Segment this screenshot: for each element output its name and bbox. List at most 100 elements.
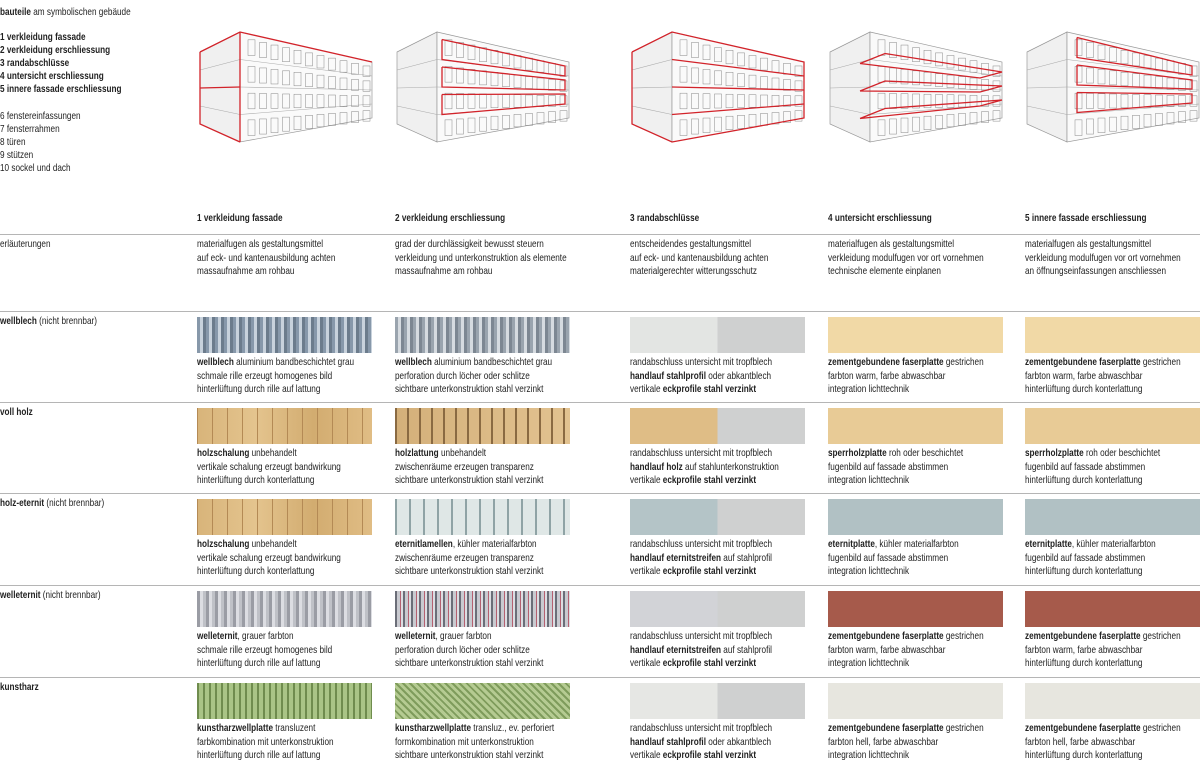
floor-line [1026,59,1068,71]
window [1166,112,1175,125]
material-swatch [1025,591,1200,627]
window [351,95,359,107]
window [247,39,256,56]
material-swatch [630,499,805,535]
cell-line: handlauf holz auf stahlunterkonstruktion [630,461,779,473]
cell-line: vertikale schalung erzeugt bandwirkung [197,552,341,564]
text: sichtbare unterkonstruktion stahl verzin… [395,474,544,486]
text: farbton warm, farbe abwaschbar [828,369,946,382]
text: verkleidung modulfugen vor ort vornehmen [1025,251,1181,264]
window [912,93,920,109]
text: vertikale schalung erzeugt bandwirkung [197,460,341,473]
bold-text: wellblech [0,315,37,327]
cell-line: randabschluss untersicht mit tropfblech [630,538,772,550]
bold-text: kunstharzwellplatte [395,722,472,734]
text: vertikale [630,749,663,761]
text: hinterlüftung durch rille auf lattung [197,749,321,761]
window [456,93,464,109]
text: massaufnahme am rohbau [197,265,295,277]
window [958,57,966,71]
window [714,116,722,132]
window [714,47,722,62]
bold-text: welleternit [395,630,436,642]
cell-line: integration lichttechnik [828,657,909,669]
text: fugenbild auf fassade abstimmen [1025,460,1146,473]
cell-line: farbton hell, farbe abwaschbar [828,736,938,748]
highlight [199,86,241,89]
window [935,52,943,67]
cell-line: holzschalung unbehandelt [197,447,297,459]
note-line: auf eck- und kantenausbildung achten [630,252,768,264]
cell-line: sichtbare unterkonstruktion stahl verzin… [395,749,543,761]
cell-line: sichtbare unterkonstruktion stahl verzin… [395,474,543,486]
window [923,50,932,65]
text: unbehandelt [438,447,487,459]
material-swatch [1025,499,1200,535]
rule [0,402,1200,403]
note-line: materialfugen als gestaltungsmittel [197,238,323,250]
rule [0,677,1200,678]
bold-text: holz-eternit [0,497,45,509]
note-line: entscheidendes gestaltungsmittel [630,238,751,250]
legend-title: bauteile am symbolischen gebäude [0,6,131,18]
cell-line: hinterlüftung durch konterlattung [1025,565,1142,577]
window [247,66,256,83]
window [1074,39,1083,56]
window [1120,115,1129,130]
window [1189,95,1198,107]
text: zwischenräume erzeugen transparenz [395,551,534,564]
window [691,67,699,84]
window [771,112,780,125]
window [737,94,745,108]
text: vertikale [630,657,663,669]
window [559,80,568,92]
note-line: massaufnahme am rohbau [395,265,492,277]
window [490,115,499,130]
floor-line [396,86,438,89]
bold-text: 1 verkleidung fassade [197,212,283,224]
window [691,93,699,109]
cell-line: sperrholzplatte roh oder beschichtet [828,447,963,459]
floor-line [631,59,673,71]
floor-line [631,86,673,89]
window [259,42,267,58]
text: materialfugen als gestaltungsmittel [197,238,324,250]
text: aluminium bandbeschichtet grau [431,356,553,368]
window [946,114,955,128]
window [467,93,476,109]
window [1120,93,1129,109]
material-swatch [197,499,372,535]
row-label: kunstharz [0,681,39,693]
cell-line: holzlattung unbehandelt [395,447,486,459]
bold-text: 5 innere fassade erschliessung [1025,212,1147,224]
bold-text: welleternit [197,630,238,642]
window [1074,92,1083,110]
window [1109,70,1117,86]
floor-line [869,59,1003,77]
window [247,119,256,136]
bold-text: zementgebundene faserplatte [1025,356,1141,368]
bold-text: bauteile [0,6,31,18]
text: materialfugen als gestaltungsmittel [828,238,955,250]
text: , kühler materialfarbton [1071,538,1156,550]
window [889,42,897,58]
cell-line: kunstharzwellplatte transluzent [197,722,315,734]
window [748,74,757,88]
window [305,52,313,67]
bold-text: eckprofile stahl verzinkt [662,657,757,669]
window [1120,72,1129,87]
window [958,94,966,108]
cell-line: farbton warm, farbe abwaschbar [1025,644,1142,656]
cell-line: hinterlüftung durch konterlattung [197,474,314,486]
window [923,115,932,130]
text: vertikale schalung erzeugt bandwirkung [197,551,341,564]
window [702,69,711,85]
cell-line: randabschluss untersicht mit tropfblech [630,722,772,734]
floor-line [239,59,373,77]
text: hinterlüftung durch konterlattung [1025,657,1143,669]
highlight [671,58,805,77]
highlight [671,103,805,116]
legend-item: 1 verkleidung fassade [0,31,86,43]
window [328,113,336,126]
window [351,79,359,91]
